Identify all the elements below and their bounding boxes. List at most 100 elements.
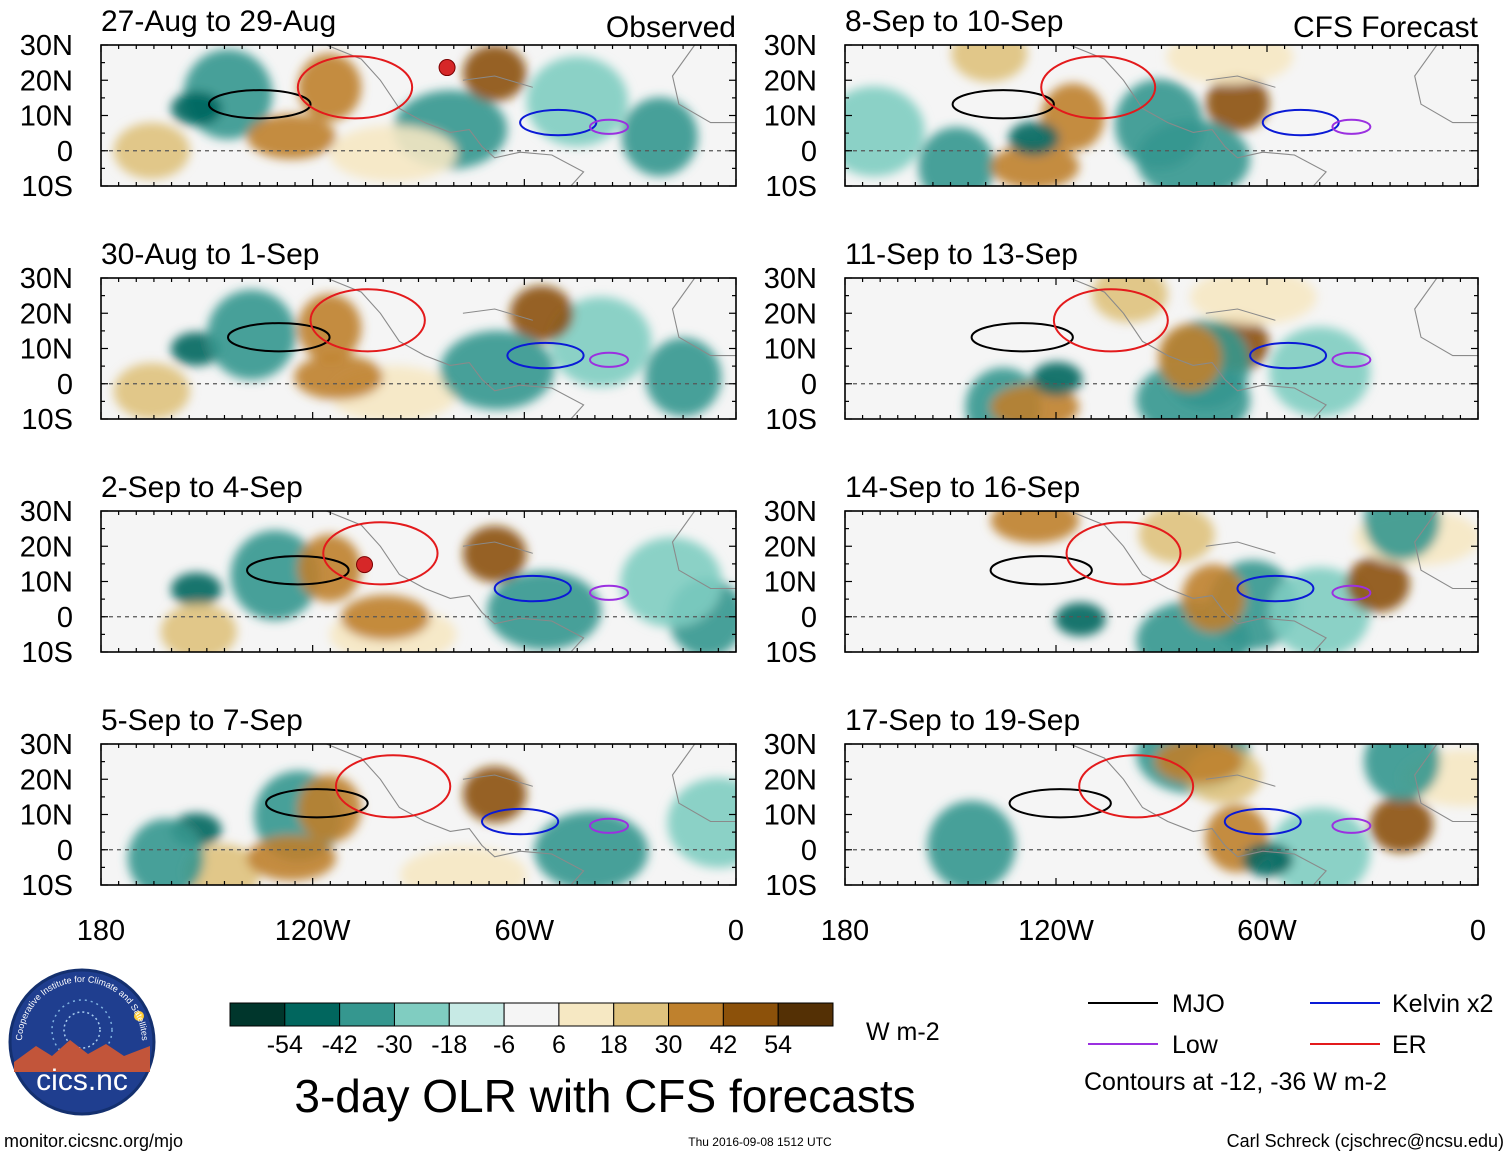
colorbar-tick-label: -6 [493,1031,515,1059]
olr-anomaly-blob [1154,744,1244,784]
mjo-contour [1008,788,1112,819]
olr-anomaly-blob [990,511,1080,544]
caribbean-islands-0 [462,75,533,88]
lat-tick-label: 20N [764,764,817,796]
olr-anomaly-blob [1190,278,1317,326]
cics-logo: cics.nc Cooperative Institute for Climat… [8,968,156,1116]
footer-credit: Carl Schreck (cjschrec@ncsu.edu) [1227,1131,1504,1151]
olr-anomaly-blob [845,86,925,177]
olr-anomaly-blob [297,53,362,122]
americas-coast-5 [1069,278,1327,419]
lat-tick-label: 0 [801,369,817,401]
africa-coast-4 [1414,45,1478,124]
africa-coast-2 [671,511,736,590]
panel-title: 14-Sep to 16-Sep [845,471,1080,504]
lon-tick-label: 180 [77,915,125,947]
wave-contours [989,521,1372,603]
panel-title: 11-Sep to 13-Sep [845,238,1078,271]
olr-anomaly-blob [462,45,527,102]
er-contour [309,288,426,353]
olr-anomaly-blob [170,572,222,607]
mjo-contour [246,555,350,586]
lon-tick-label: 0 [1470,915,1486,947]
americas-coast-7 [1069,744,1327,885]
colorbar-tick-label: -42 [322,1031,358,1059]
olr-anomaly-blob [487,571,602,650]
caribbean-islands-3 [462,774,533,787]
olr-anomaly-blob [1369,796,1434,853]
caribbean-islands-5 [1205,308,1276,321]
olr-anomaly-blob [1091,278,1168,323]
wave-contours [265,754,630,836]
low-contour [588,118,630,135]
axis-ticks [100,743,737,886]
caribbean-islands-4 [1205,75,1276,88]
caribbean-islands-1 [462,308,533,321]
olr-anomaly-blob [400,846,528,885]
olr-anomaly-blob [170,91,222,126]
lat-tick-label: 10S [765,870,817,902]
olr-anomaly-blob [1269,326,1371,417]
storm-marker-icon [438,59,456,77]
colorbar-tick-label: 42 [709,1031,737,1059]
figure-title: 3-day OLR with CFS forecasts [294,1070,915,1122]
axis-ticks [844,277,1479,420]
lat-tick-label: 10N [764,567,817,599]
olr-field [845,278,1478,419]
lat-tick-label: 20N [20,764,73,796]
olr-anomaly-blob [526,56,629,147]
wave-contours [207,55,630,137]
lat-tick-label: 20N [764,65,817,97]
olr-field [845,45,1478,186]
olr-anomaly-blob [247,114,336,160]
africa-coast-7 [1414,744,1478,823]
logo-disc [10,970,154,1114]
lat-tick-label: 10S [765,171,817,203]
olr-anomaly-blob [621,97,698,177]
logo-swirl [51,999,113,1061]
colorbar-tick-label: 6 [552,1031,566,1059]
mjo-contour [265,788,369,819]
colorbar-tick-label: 30 [655,1031,683,1059]
lon-tick-label: 60W [495,915,555,947]
lat-tick-label: 10S [21,404,73,436]
colorbar-tick-label: -30 [376,1031,412,1059]
olr-anomaly-shading [160,525,736,652]
lat-tick-label: 20N [20,65,73,97]
lat-tick-label: 30N [20,263,73,295]
lon-tick-label: 180 [821,915,869,947]
wave-contours [246,521,630,603]
lat-tick-label: 10N [764,101,817,133]
americas-coast-2 [326,511,585,652]
lat-tick-label: 0 [57,835,73,867]
logo-mountains-icon [14,1040,150,1072]
colorbar-swatch [777,1002,834,1027]
olr-field [101,511,736,652]
forecast-label: CFS Forecast [1293,11,1479,44]
lat-tick-label: 30N [20,30,73,62]
mjo-contour [951,89,1055,120]
kelvin-contour [493,574,572,603]
lat-tick-label: 10N [20,101,73,133]
wave-contours [1008,754,1372,836]
colorbar-swatch [393,1002,450,1027]
wave-contours [970,288,1372,370]
olr-anomaly-blob [341,595,430,641]
olr-anomaly-blob [1269,807,1371,885]
olr-anomaly-blob [1205,74,1270,132]
africa-coast-0 [671,45,736,124]
olr-field [101,45,736,186]
storm-marker-icon [356,556,374,574]
lat-tick-label: 20N [20,298,73,330]
olr-anomaly-blob [230,530,320,621]
low-contour [1331,118,1372,135]
panel-title: 17-Sep to 19-Sep [845,704,1080,737]
logo-sun-icon [134,1011,144,1021]
legend-label-low: Low [1172,1031,1219,1059]
lat-tick-label: 0 [801,136,817,168]
lat-tick-label: 10N [764,334,817,366]
kelvin-contour [506,341,585,370]
axis-ticks [100,510,737,653]
